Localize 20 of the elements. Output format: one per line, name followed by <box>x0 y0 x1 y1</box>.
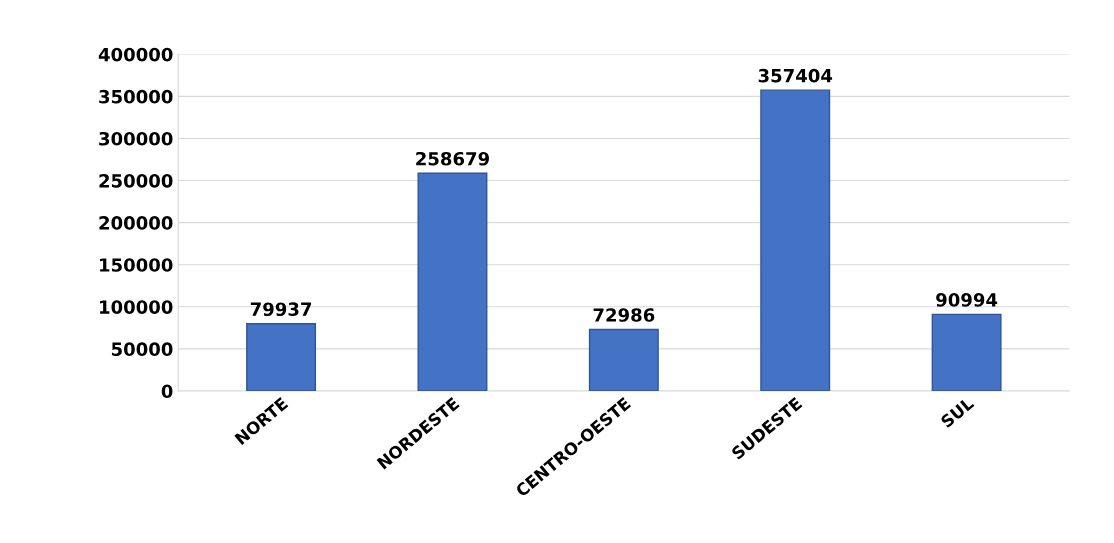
x-tick-label: SUL <box>940 396 975 429</box>
bar <box>760 89 831 391</box>
y-tick-label: 300000 <box>99 131 173 146</box>
y-tick-label: 250000 <box>99 174 173 188</box>
y-tick-label: 0 <box>161 384 173 399</box>
data-label: 79937 <box>250 302 312 317</box>
data-label: 357404 <box>758 68 833 83</box>
y-tick-label: 50000 <box>111 342 173 356</box>
y-tick-label: 400000 <box>98 47 173 62</box>
bar <box>588 328 659 391</box>
bar <box>246 322 317 391</box>
y-tick-label: 200000 <box>99 216 173 230</box>
data-label: 90994 <box>936 293 998 307</box>
y-tick-label: 150000 <box>100 258 173 272</box>
y-tick-label: 100000 <box>100 300 173 314</box>
data-label: 258679 <box>416 151 489 166</box>
data-label: 72986 <box>593 308 655 322</box>
y-tick-label: 350000 <box>99 89 173 104</box>
bar <box>417 172 488 391</box>
bar <box>931 313 1002 391</box>
